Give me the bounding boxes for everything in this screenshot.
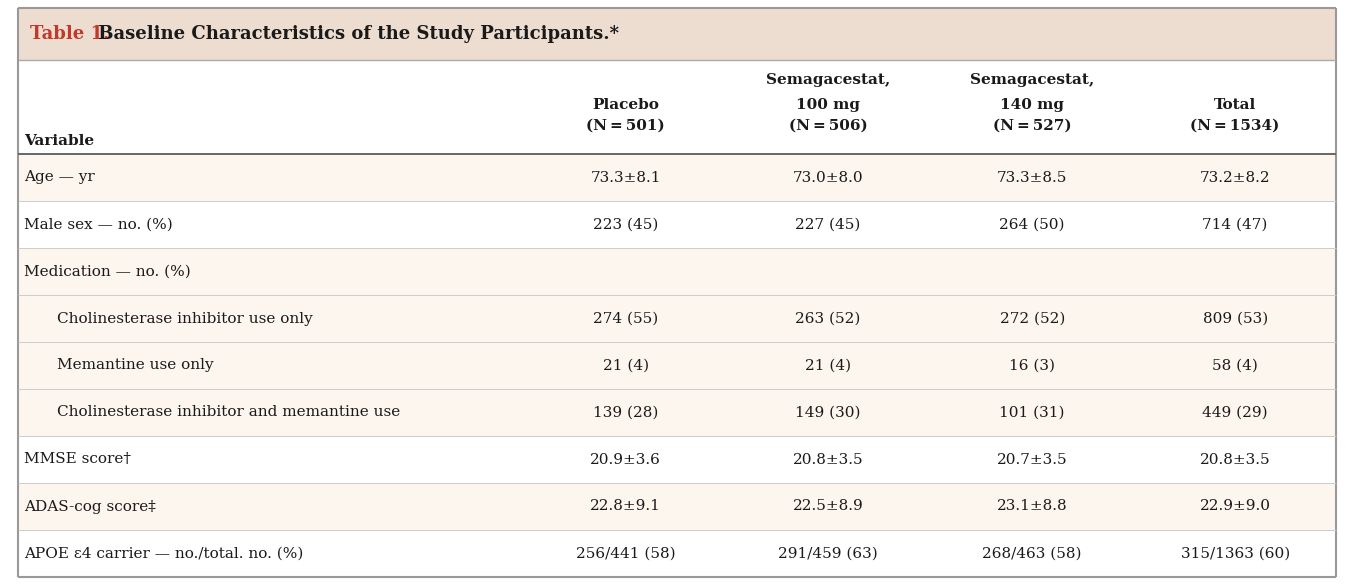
Text: 73.0±8.0: 73.0±8.0 xyxy=(792,170,864,184)
Text: 73.3±8.5: 73.3±8.5 xyxy=(997,170,1067,184)
Text: (N = 527): (N = 527) xyxy=(992,118,1071,132)
Text: Baseline Characteristics of the Study Participants.*: Baseline Characteristics of the Study Pa… xyxy=(92,25,619,43)
Text: Age — yr: Age — yr xyxy=(24,170,95,184)
Text: 223 (45): 223 (45) xyxy=(593,218,658,232)
Text: Total: Total xyxy=(1215,98,1257,112)
Text: 449 (29): 449 (29) xyxy=(1202,405,1267,419)
Text: Table 1.: Table 1. xyxy=(30,25,110,43)
Bar xyxy=(18,342,1336,389)
Text: MMSE score†: MMSE score† xyxy=(24,453,131,466)
Text: 139 (28): 139 (28) xyxy=(593,405,658,419)
Text: 23.1±8.8: 23.1±8.8 xyxy=(997,500,1067,514)
Text: 101 (31): 101 (31) xyxy=(999,405,1066,419)
Text: 20.9±3.6: 20.9±3.6 xyxy=(590,453,661,466)
Text: 73.3±8.1: 73.3±8.1 xyxy=(590,170,661,184)
Bar xyxy=(18,530,1336,577)
Text: Variable: Variable xyxy=(24,135,95,149)
Text: 315/1363 (60): 315/1363 (60) xyxy=(1181,546,1290,560)
Text: 714 (47): 714 (47) xyxy=(1202,218,1267,232)
Text: Semagacestat,: Semagacestat, xyxy=(766,73,890,87)
Bar xyxy=(18,8,1336,60)
Text: 227 (45): 227 (45) xyxy=(795,218,861,232)
Text: 20.8±3.5: 20.8±3.5 xyxy=(1200,453,1270,466)
Text: Placebo: Placebo xyxy=(592,98,659,112)
Text: 100 mg: 100 mg xyxy=(796,98,860,112)
Text: Cholinesterase inhibitor use only: Cholinesterase inhibitor use only xyxy=(57,311,313,325)
Text: Male sex — no. (%): Male sex — no. (%) xyxy=(24,218,173,232)
Text: 291/459 (63): 291/459 (63) xyxy=(779,546,877,560)
Text: 20.7±3.5: 20.7±3.5 xyxy=(997,453,1067,466)
Bar xyxy=(18,295,1336,342)
Text: 22.9±9.0: 22.9±9.0 xyxy=(1200,500,1270,514)
Text: 16 (3): 16 (3) xyxy=(1009,359,1055,373)
Text: 264 (50): 264 (50) xyxy=(999,218,1066,232)
Bar xyxy=(18,436,1336,483)
Bar xyxy=(18,248,1336,295)
Text: APOE ε4 carrier — no./total. no. (%): APOE ε4 carrier — no./total. no. (%) xyxy=(24,546,303,560)
Bar xyxy=(18,60,1336,64)
Bar xyxy=(18,201,1336,248)
Text: Medication — no. (%): Medication — no. (%) xyxy=(24,264,191,278)
Text: (N = 501): (N = 501) xyxy=(586,118,665,132)
Text: 20.8±3.5: 20.8±3.5 xyxy=(792,453,864,466)
Text: 268/463 (58): 268/463 (58) xyxy=(983,546,1082,560)
Text: Memantine use only: Memantine use only xyxy=(57,359,214,373)
Text: Cholinesterase inhibitor and memantine use: Cholinesterase inhibitor and memantine u… xyxy=(57,405,401,419)
Text: 22.8±9.1: 22.8±9.1 xyxy=(590,500,661,514)
Text: 21 (4): 21 (4) xyxy=(603,359,649,373)
Text: 22.5±8.9: 22.5±8.9 xyxy=(792,500,864,514)
Text: 256/441 (58): 256/441 (58) xyxy=(575,546,676,560)
Text: (N = 506): (N = 506) xyxy=(788,118,868,132)
Bar xyxy=(18,64,1336,154)
Text: 149 (30): 149 (30) xyxy=(795,405,861,419)
Text: (N = 1534): (N = 1534) xyxy=(1190,118,1280,132)
Text: 58 (4): 58 (4) xyxy=(1212,359,1258,373)
Text: ADAS-cog score‡: ADAS-cog score‡ xyxy=(24,500,156,514)
Text: 73.2±8.2: 73.2±8.2 xyxy=(1200,170,1270,184)
Text: 140 mg: 140 mg xyxy=(1001,98,1064,112)
Bar xyxy=(18,483,1336,530)
Text: 263 (52): 263 (52) xyxy=(795,311,861,325)
Bar xyxy=(18,154,1336,201)
Text: 272 (52): 272 (52) xyxy=(999,311,1064,325)
Text: 809 (53): 809 (53) xyxy=(1202,311,1267,325)
Text: Semagacestat,: Semagacestat, xyxy=(969,73,1094,87)
Text: 21 (4): 21 (4) xyxy=(804,359,850,373)
Text: 274 (55): 274 (55) xyxy=(593,311,658,325)
Bar xyxy=(18,389,1336,436)
